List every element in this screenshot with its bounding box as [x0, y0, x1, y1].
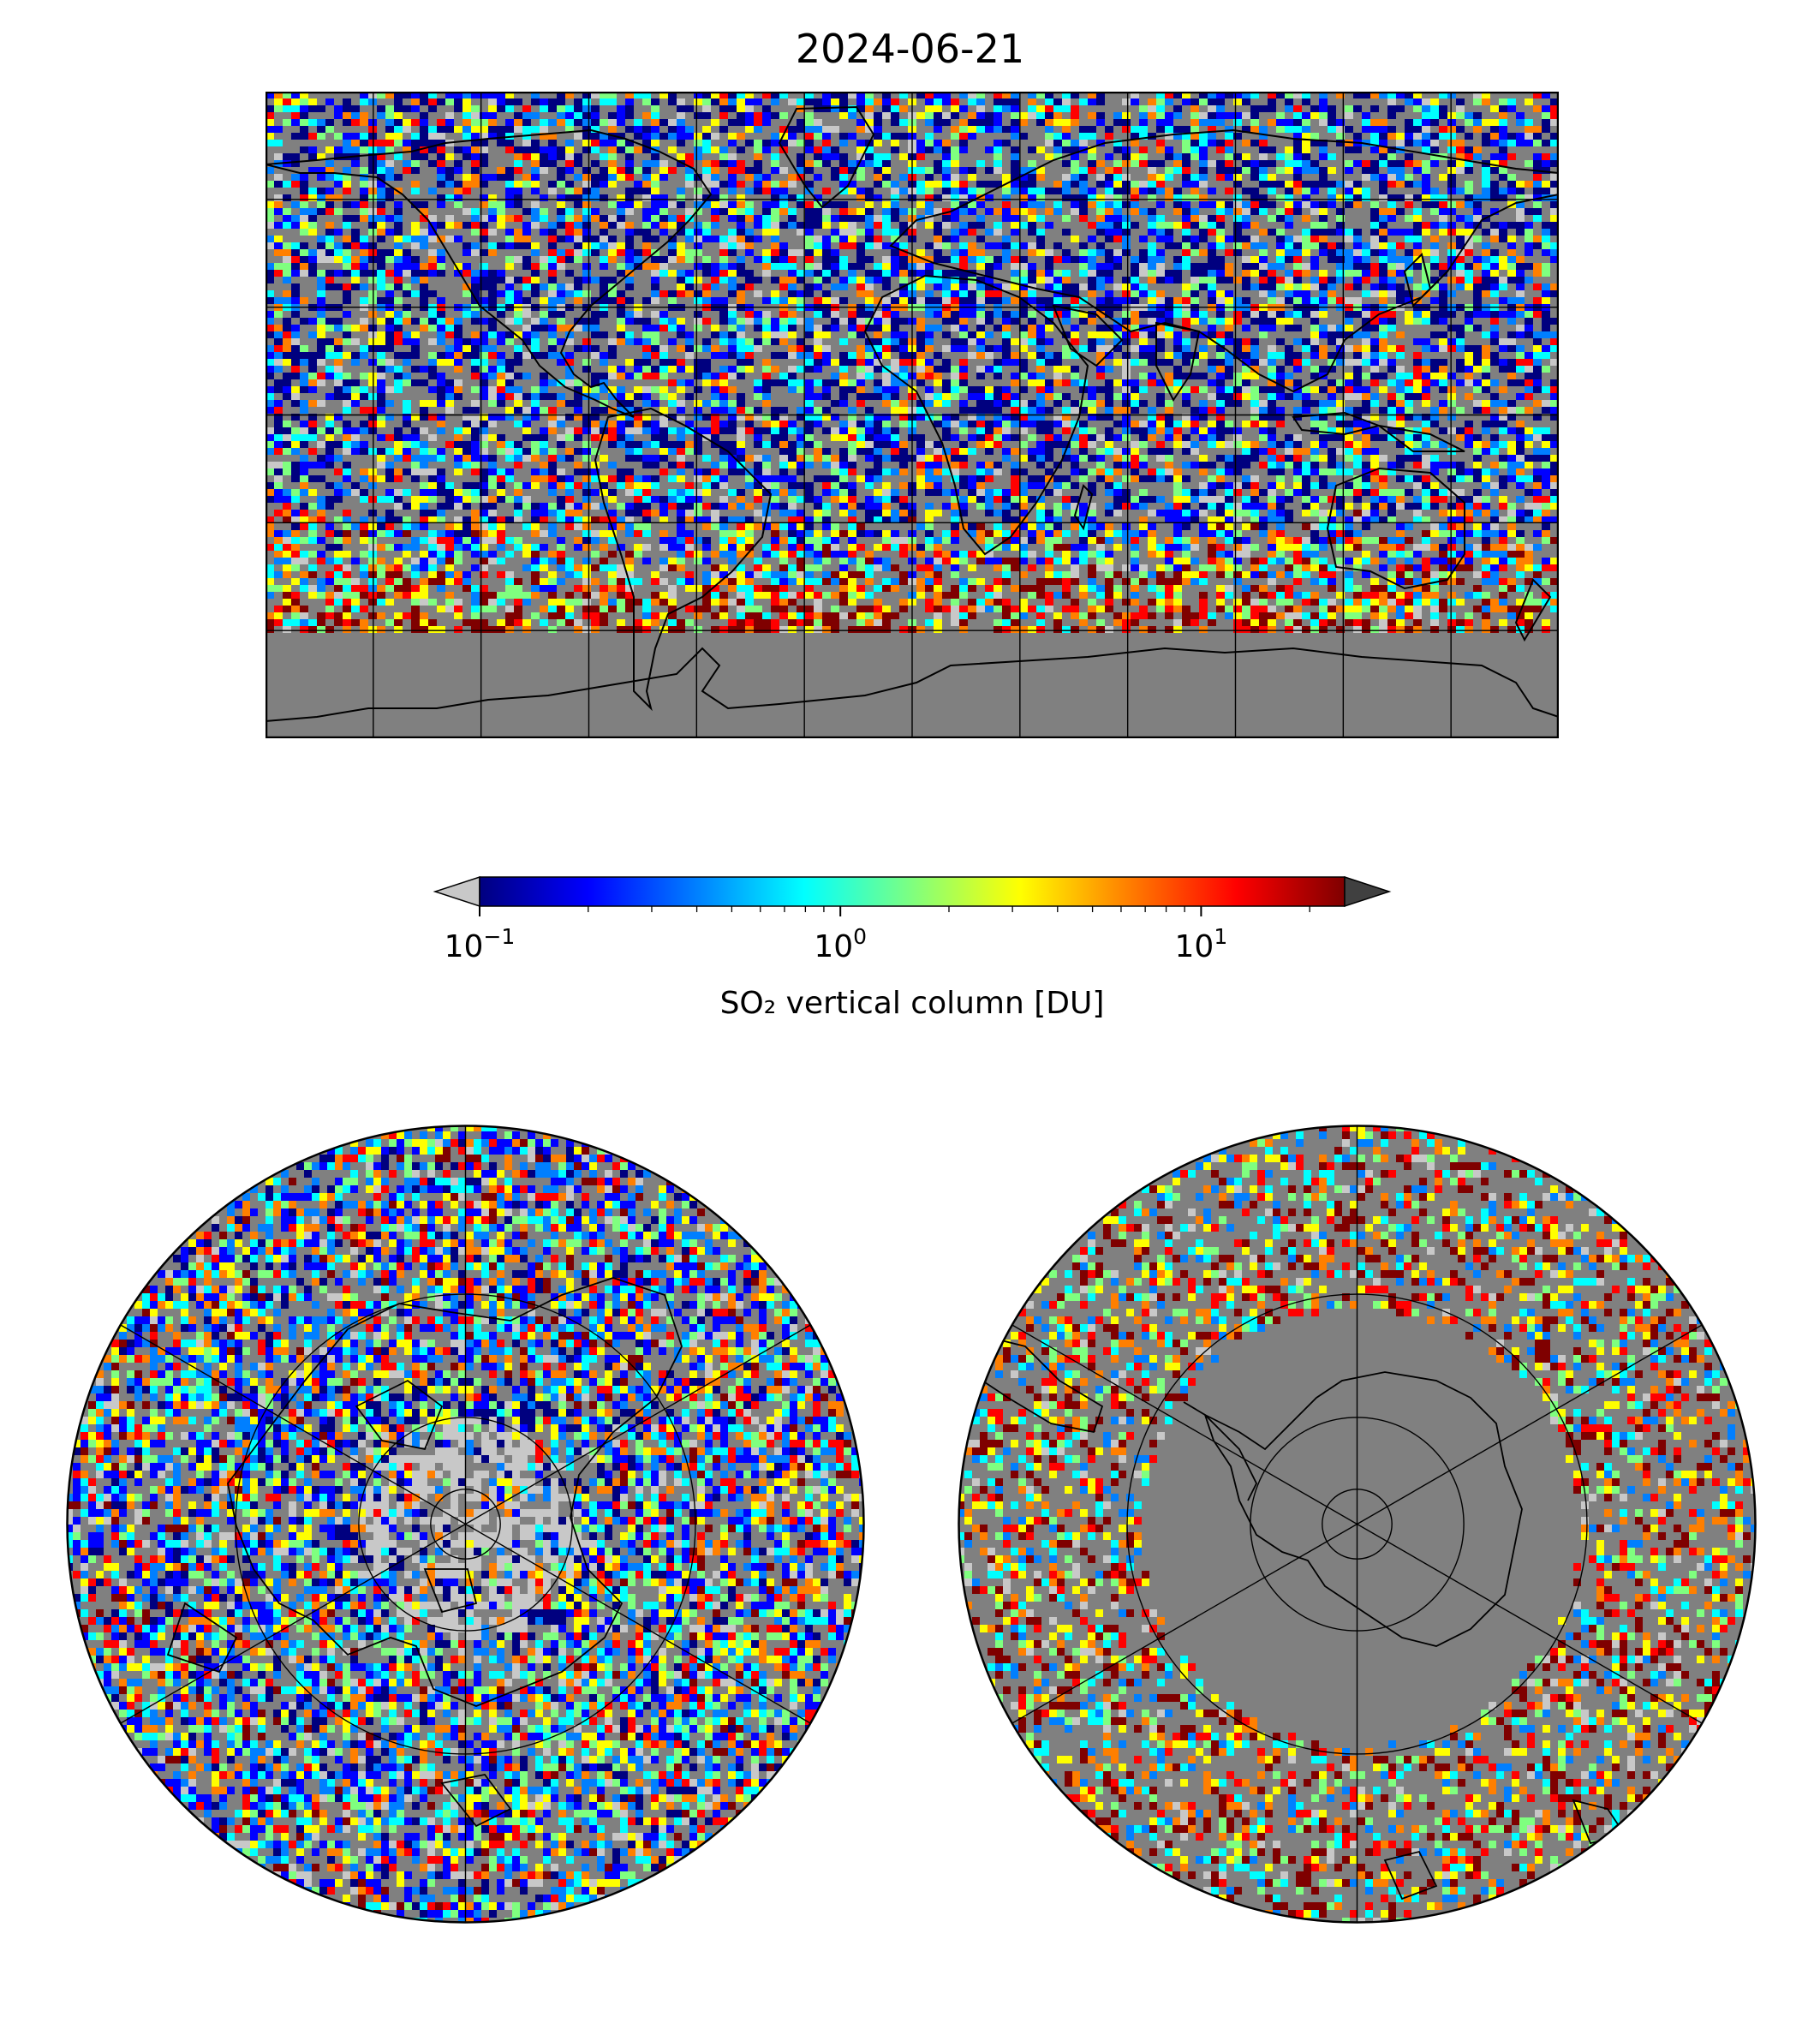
world-map: [266, 92, 1559, 738]
tick-label-base: 10: [445, 929, 484, 964]
colorbar-tick-label: 100: [814, 924, 867, 964]
gridlines: [1011, 1125, 1703, 1923]
figure-title: 2024-06-21: [795, 26, 1025, 72]
so2-data-layer: [67, 1125, 864, 1923]
coastlines: [266, 105, 1559, 722]
map-frame: [958, 1125, 1757, 1924]
gridlines: [120, 1125, 811, 1923]
colorbar-over-extension: [1344, 875, 1392, 908]
map-frame: [66, 1125, 865, 1924]
south-polar-map: [958, 1125, 1757, 1924]
tick-label-exponent: 1: [1214, 924, 1227, 949]
colorbar-tick-label: 101: [1175, 924, 1228, 964]
so2-data-layer: [266, 92, 1559, 633]
coastlines: [166, 1277, 683, 1828]
tick-label-base: 10: [1175, 929, 1214, 964]
colorbar: 10−1 100 101 SO₂ vertical column [DU]: [433, 875, 1392, 1021]
colorbar-under-extension: [433, 875, 480, 908]
tick-label-base: 10: [814, 929, 853, 964]
colorbar-label: SO₂ vertical column [DU]: [720, 986, 1105, 1021]
tick-label-exponent: −1: [483, 924, 515, 949]
colorbar-ticks: 10−1 100 101: [445, 906, 1310, 964]
colorbar-gradient: [479, 876, 1346, 907]
north-polar-map: [66, 1125, 865, 1924]
tick-label-exponent: 0: [853, 924, 867, 949]
coastlines: [981, 1336, 1626, 1901]
map-frame: [266, 92, 1559, 738]
gridlines: [266, 92, 1559, 738]
colorbar-tick-label: 10−1: [445, 924, 516, 964]
